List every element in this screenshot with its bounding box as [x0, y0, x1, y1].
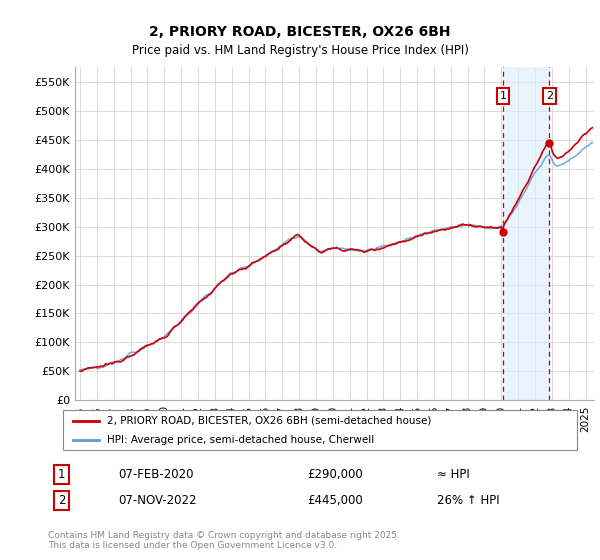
Text: 1: 1	[500, 91, 506, 101]
Text: 07-NOV-2022: 07-NOV-2022	[118, 494, 197, 507]
Text: 2: 2	[546, 91, 553, 101]
Text: Contains HM Land Registry data © Crown copyright and database right 2025.
This d: Contains HM Land Registry data © Crown c…	[48, 531, 400, 550]
Text: £290,000: £290,000	[307, 468, 363, 481]
Text: 2: 2	[58, 494, 65, 507]
Text: 1: 1	[58, 468, 65, 481]
Text: ≈ HPI: ≈ HPI	[437, 468, 470, 481]
Bar	[503, 67, 550, 400]
Text: 26% ↑ HPI: 26% ↑ HPI	[437, 494, 499, 507]
Text: 2, PRIORY ROAD, BICESTER, OX26 6BH: 2, PRIORY ROAD, BICESTER, OX26 6BH	[149, 25, 451, 39]
Text: HPI: Average price, semi-detached house, Cherwell: HPI: Average price, semi-detached house,…	[107, 435, 374, 445]
Text: 07-FEB-2020: 07-FEB-2020	[118, 468, 194, 481]
Text: £445,000: £445,000	[307, 494, 363, 507]
Text: Price paid vs. HM Land Registry's House Price Index (HPI): Price paid vs. HM Land Registry's House …	[131, 44, 469, 57]
FancyBboxPatch shape	[62, 410, 577, 450]
Text: 2, PRIORY ROAD, BICESTER, OX26 6BH (semi-detached house): 2, PRIORY ROAD, BICESTER, OX26 6BH (semi…	[107, 416, 431, 426]
